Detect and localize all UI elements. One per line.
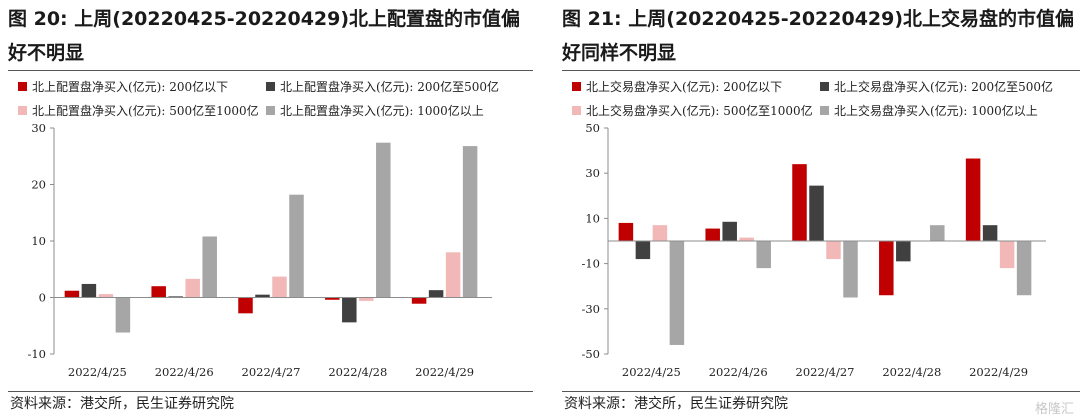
bar bbox=[64, 290, 80, 298]
bar bbox=[202, 236, 217, 298]
legend-swatch bbox=[18, 82, 27, 91]
bar bbox=[635, 241, 651, 260]
bar bbox=[342, 297, 357, 323]
bar bbox=[255, 294, 270, 298]
bar bbox=[843, 241, 858, 298]
bar bbox=[168, 296, 183, 298]
x-tick-label: 2022/4/27 bbox=[796, 365, 855, 379]
y-tick-label: 10 bbox=[585, 211, 600, 225]
y-tick-label: -10 bbox=[27, 347, 46, 361]
watermark-logo: 格隆汇 bbox=[1034, 402, 1074, 417]
legend-item: 北上配置盘净买入(亿元): 500亿至1000亿 bbox=[18, 103, 259, 118]
bar bbox=[151, 286, 166, 298]
x-tick-label: 2022/4/26 bbox=[709, 365, 768, 379]
bar bbox=[238, 297, 253, 314]
x-tick-label: 2022/4/25 bbox=[622, 365, 681, 379]
chart-title: 图 21: 上周(20220425-20220429)北上交易盘的市值偏好同样不… bbox=[562, 8, 1075, 64]
legend-item: 北上配置盘净买入(亿元): 200亿以下 bbox=[18, 79, 228, 94]
bar bbox=[289, 194, 304, 298]
y-tick-label: 0 bbox=[39, 291, 46, 305]
x-tick-label: 2022/4/29 bbox=[969, 365, 1028, 379]
bar bbox=[896, 241, 911, 262]
legend-swatch bbox=[820, 106, 829, 115]
bar bbox=[618, 222, 634, 241]
legend-label: 北上配置盘净买入(亿元): 200亿至500亿 bbox=[280, 79, 499, 94]
bar bbox=[115, 297, 131, 333]
bar bbox=[930, 225, 945, 241]
bar bbox=[879, 241, 894, 296]
y-tick-label: 30 bbox=[585, 166, 600, 180]
x-tick-label: 2022/4/26 bbox=[155, 365, 214, 379]
legend-item: 北上配置盘净买入(亿元): 200亿至500亿 bbox=[266, 79, 499, 94]
bar bbox=[705, 228, 720, 241]
x-tick-label: 2022/4/28 bbox=[328, 365, 387, 379]
legend-swatch bbox=[572, 82, 581, 91]
bar bbox=[411, 297, 427, 304]
bar bbox=[428, 290, 444, 298]
legend-item: 北上交易盘净买入(亿元): 200亿以下 bbox=[572, 79, 782, 94]
legend: 北上配置盘净买入(亿元): 200亿以下 北上配置盘净买入(亿元): 200亿至5… bbox=[18, 79, 499, 118]
bar bbox=[359, 297, 374, 301]
bar bbox=[462, 146, 478, 298]
title-divider bbox=[562, 70, 1080, 71]
y-tick-label: 20 bbox=[31, 178, 46, 192]
legend-item: 北上配置盘净买入(亿元): 1000亿以上 bbox=[266, 103, 484, 118]
bar bbox=[982, 225, 998, 241]
title-divider bbox=[8, 70, 533, 71]
legend-item: 北上交易盘净买入(亿元): 500亿至1000亿 bbox=[572, 103, 813, 118]
bar bbox=[669, 241, 685, 345]
bar bbox=[185, 278, 200, 298]
y-tick-label: -10 bbox=[581, 257, 600, 271]
bar bbox=[756, 241, 771, 269]
legend-item: 北上交易盘净买入(亿元): 200亿至500亿 bbox=[820, 79, 1053, 94]
bar bbox=[652, 225, 668, 241]
legend-label: 北上交易盘净买入(亿元): 1000亿以上 bbox=[834, 103, 1038, 118]
source-divider bbox=[562, 391, 1080, 392]
bar bbox=[792, 164, 807, 241]
bar bbox=[81, 283, 97, 298]
left-chart-panel: 图 20: 上周(20220425-20220429)北上配置盘的市值偏好不明显… bbox=[8, 0, 538, 420]
y-tick-label: 30 bbox=[31, 121, 46, 135]
legend-swatch bbox=[266, 82, 275, 91]
bar bbox=[1016, 241, 1032, 296]
y-tick-label: -50 bbox=[581, 347, 600, 361]
legend-swatch bbox=[572, 106, 581, 115]
x-tick-label: 2022/4/25 bbox=[68, 365, 127, 379]
legend-label: 北上配置盘净买入(亿元): 1000亿以上 bbox=[280, 103, 484, 118]
bar bbox=[722, 221, 737, 241]
bar bbox=[376, 142, 391, 298]
legend-swatch bbox=[18, 106, 27, 115]
bar-chart-trading: 北上交易盘净买入(亿元): 200亿以下 北上交易盘净买入(亿元): 200亿至5… bbox=[572, 79, 1053, 379]
x-tick-label: 2022/4/29 bbox=[415, 365, 474, 379]
source-note: 资料来源：港交所，民生证券研究院 bbox=[10, 396, 234, 412]
legend-label: 北上配置盘净买入(亿元): 500亿至1000亿 bbox=[32, 103, 259, 118]
legend-swatch bbox=[820, 82, 829, 91]
source-divider bbox=[8, 391, 533, 392]
bar bbox=[98, 294, 114, 298]
legend-label: 北上配置盘净买入(亿元): 200亿以下 bbox=[32, 79, 228, 94]
bar-chart-allocation: 北上配置盘净买入(亿元): 200亿以下 北上配置盘净买入(亿元): 200亿至5… bbox=[18, 79, 499, 379]
right-chart-panel: 图 21: 上周(20220425-20220429)北上交易盘的市值偏好同样不… bbox=[562, 0, 1080, 420]
source-note: 资料来源：港交所，民生证券研究院 bbox=[564, 396, 788, 412]
x-tick-label: 2022/4/27 bbox=[242, 365, 301, 379]
bar bbox=[325, 297, 340, 300]
chart-title: 图 20: 上周(20220425-20220429)北上配置盘的市值偏好不明显 bbox=[8, 8, 521, 64]
legend-label: 北上交易盘净买入(亿元): 200亿至500亿 bbox=[834, 79, 1053, 94]
legend-label: 北上交易盘净买入(亿元): 200亿以下 bbox=[586, 79, 782, 94]
y-tick-label: 10 bbox=[31, 234, 46, 248]
bar bbox=[272, 276, 287, 298]
legend-item: 北上交易盘净买入(亿元): 1000亿以上 bbox=[820, 103, 1038, 118]
bar bbox=[965, 158, 981, 241]
bar bbox=[809, 185, 824, 241]
bar bbox=[445, 252, 461, 298]
y-tick-label: -30 bbox=[581, 302, 600, 316]
bar bbox=[826, 241, 841, 260]
legend: 北上交易盘净买入(亿元): 200亿以下 北上交易盘净买入(亿元): 200亿至5… bbox=[572, 79, 1053, 118]
bar bbox=[999, 241, 1015, 269]
y-tick-label: 50 bbox=[585, 121, 600, 135]
legend-label: 北上交易盘净买入(亿元): 500亿至1000亿 bbox=[586, 103, 813, 118]
legend-swatch bbox=[266, 106, 275, 115]
bar bbox=[739, 237, 754, 241]
x-tick-label: 2022/4/28 bbox=[882, 365, 941, 379]
